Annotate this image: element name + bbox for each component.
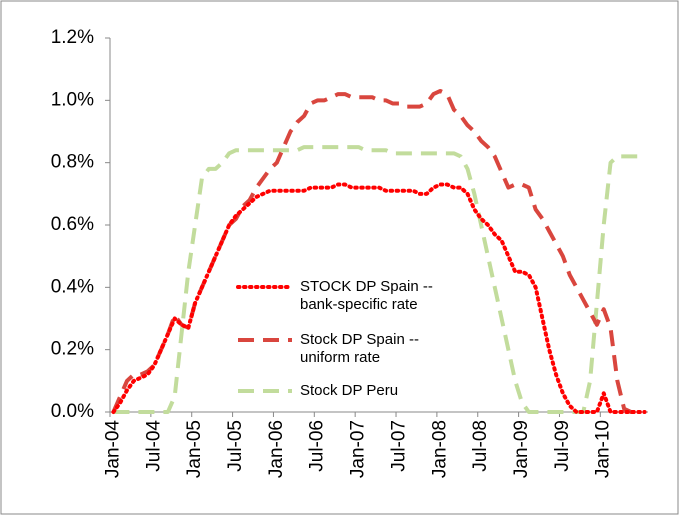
x-tick-label: Jul-09 [552,420,573,472]
y-tick-label: 1.2% [51,27,94,48]
y-tick-label: 0.4% [51,276,94,297]
y-tick-label: 0.2% [51,339,94,360]
legend-label: STOCK DP Spain -- bank-specific rate [300,278,433,313]
x-tick-label: Jan-04 [102,420,123,479]
series-line [113,145,645,414]
x-tick-label: Jan-08 [429,420,450,478]
y-tick-label: 0.8% [51,152,94,173]
x-tick-label: Jan-06 [266,420,287,478]
x-tick-label: Jan-07 [348,420,369,478]
x-tick-label: Jul-06 [307,420,328,472]
x-tick-label: Jul-05 [225,420,246,472]
x-tick-label: Jan-05 [184,420,205,478]
legend-label: Stock DP Peru [300,382,399,399]
x-tick-label: Jan-09 [511,420,532,478]
legend-label: Stock DP Spain -- uniform rate [300,331,419,366]
x-tick-label: Jul-04 [143,420,164,472]
x-tick-label: Jan-10 [593,420,614,478]
x-tick-label: Jul-07 [388,420,409,472]
y-tick-label: 0.0% [51,401,94,422]
y-tick-label: 0.6% [51,214,94,235]
series-line [111,182,647,414]
y-tick-label: 1.0% [51,89,94,110]
x-tick-label: Jul-08 [470,420,491,472]
